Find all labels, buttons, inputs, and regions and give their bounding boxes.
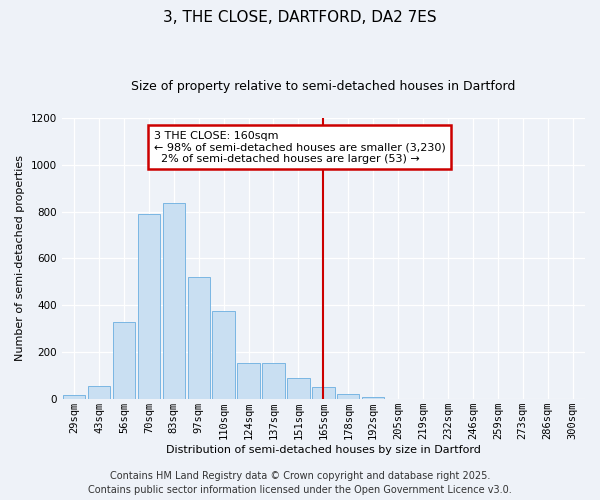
Bar (238, 363, 260, 399)
Bar (163, 204, 185, 399)
Bar (212, 311, 235, 399)
Bar (88, 386, 110, 399)
Text: 3 THE CLOSE: 160sqm
← 98% of semi-detached houses are smaller (3,230)
  2% of se: 3 THE CLOSE: 160sqm ← 98% of semi-detach… (154, 130, 446, 164)
Bar (287, 378, 310, 399)
Text: 3, THE CLOSE, DARTFORD, DA2 7ES: 3, THE CLOSE, DARTFORD, DA2 7ES (163, 10, 437, 25)
Bar (63, 395, 85, 399)
X-axis label: Distribution of semi-detached houses by size in Dartford: Distribution of semi-detached houses by … (166, 445, 481, 455)
Bar (262, 363, 285, 399)
Bar (188, 277, 210, 399)
Bar (337, 394, 359, 399)
Title: Size of property relative to semi-detached houses in Dartford: Size of property relative to semi-detach… (131, 80, 515, 93)
Bar (312, 388, 335, 399)
Bar (113, 322, 135, 399)
Bar (137, 214, 160, 399)
Bar (362, 397, 385, 399)
Text: Contains HM Land Registry data © Crown copyright and database right 2025.
Contai: Contains HM Land Registry data © Crown c… (88, 471, 512, 495)
Y-axis label: Number of semi-detached properties: Number of semi-detached properties (15, 156, 25, 362)
